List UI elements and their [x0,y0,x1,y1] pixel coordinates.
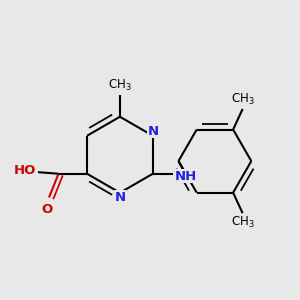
Text: CH$_3$: CH$_3$ [231,215,254,230]
Text: CH$_3$: CH$_3$ [231,92,254,107]
Text: N: N [114,191,125,204]
Text: HO: HO [14,164,36,177]
Text: N: N [147,124,158,137]
Text: NH: NH [174,170,196,183]
Text: O: O [42,203,53,216]
Text: CH$_3$: CH$_3$ [108,78,132,93]
